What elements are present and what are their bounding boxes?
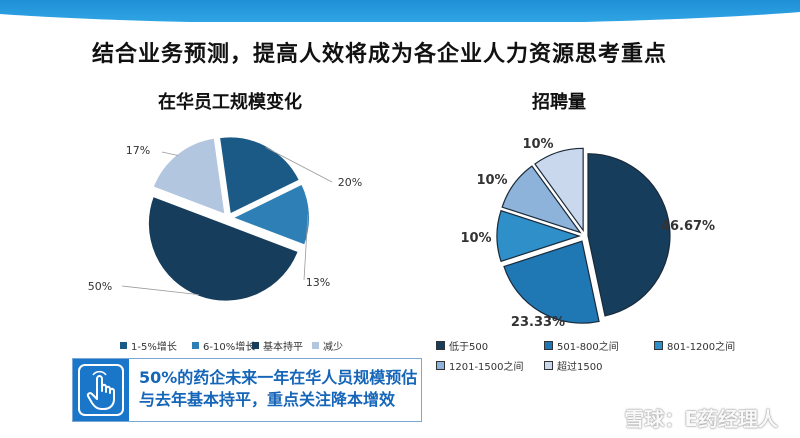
chart1-leader-1 — [303, 214, 309, 281]
chart2-legend-swatch-2 — [654, 341, 663, 350]
chart1-legend-swatch-3 — [312, 342, 319, 349]
chart1-pie: 20% 13% 50% 17% — [88, 135, 362, 303]
chart2-legend-label-3: 1201-1500之间 — [449, 362, 524, 373]
chart1-legend-swatch-0 — [120, 342, 127, 349]
chart1-label-0: 20% — [338, 176, 362, 189]
chart1-legend-item-3: 减少 — [312, 338, 343, 353]
chart2-legend-label-2: 801-1200之间 — [667, 342, 736, 353]
chart2-slice-3 — [501, 165, 582, 234]
chart2-legend-swatch-4 — [544, 361, 553, 370]
chart1-slice-0 — [217, 135, 302, 216]
callout-line-1: 50%的药企未来一年在华人员规模预估 — [139, 368, 418, 387]
chart1-leader-3 — [161, 151, 179, 156]
chart1-legend-swatch-2 — [252, 342, 259, 349]
chart2-slice-0 — [587, 153, 671, 317]
chart1-legend-label-0: 1-5%增长 — [131, 342, 177, 353]
chart1-label-2: 50% — [88, 280, 112, 293]
chart2-pie: 46.67% 23.33% 10% 10% 10% — [460, 137, 715, 330]
chart2-label-1: 23.33% — [511, 315, 565, 330]
top-banner-curve — [0, 12, 800, 32]
chart2-legend-item-2: 801-1200之间 — [654, 338, 735, 353]
page-title: 结合业务预测，提高人效将成为各企业人力资源思考重点 — [92, 42, 668, 67]
chart1-leader-0 — [265, 147, 333, 183]
chart1-legend-label-3: 减少 — [323, 342, 343, 353]
chart1-slice-1 — [229, 182, 311, 247]
chart2-title: 招聘量 — [532, 92, 586, 113]
chart2-slice-1 — [503, 240, 600, 324]
chart1-label-1: 13% — [306, 276, 330, 289]
callout-box: 50%的药企未来一年在华人员规模预估 与去年基本持平，重点关注降本增效 — [72, 358, 422, 422]
chart1-legend-label-1: 6-10%增长 — [203, 342, 256, 353]
chart2-label-2: 10% — [460, 231, 491, 246]
hand-pointer-icon — [73, 359, 129, 421]
chart2-label-3: 10% — [476, 173, 507, 188]
chart1-leader-2 — [121, 285, 199, 296]
chart1-legend-item-0: 1-5%增长 — [120, 338, 177, 353]
chart2-legend-item-3: 1201-1500之间 — [436, 358, 524, 373]
chart2-legend-swatch-0 — [436, 341, 445, 350]
chart2-legend-item-4: 超过1500 — [544, 358, 602, 373]
chart2-legend: 低于500 501-800之间 801-1200之间 1201-1500之间 超过150… — [436, 338, 776, 373]
chart2-legend-swatch-1 — [544, 341, 553, 350]
chart2-legend-swatch-3 — [436, 361, 445, 370]
top-banner — [0, 0, 800, 22]
chart2-legend-item-1: 501-800之间 — [544, 338, 619, 353]
chart2-legend-label-4: 超过1500 — [557, 362, 603, 373]
watermark: 雪球：E药经理人 — [624, 407, 778, 431]
chart1-slice-3 — [151, 136, 227, 217]
chart2-label-0: 46.67% — [661, 219, 715, 234]
chart1-legend-item-2: 基本持平 — [252, 338, 303, 353]
chart2-slice-4 — [534, 147, 584, 233]
chart2-label-4: 10% — [522, 137, 553, 152]
chart2-slice-2 — [496, 209, 581, 263]
chart2-legend-item-0: 低于500 — [436, 338, 488, 353]
chart2-legend-label-0: 低于500 — [449, 342, 489, 353]
callout-line-2: 与去年基本持平，重点关注降本增效 — [139, 390, 396, 409]
chart1-slice-2 — [146, 194, 301, 303]
chart2-legend-label-1: 501-800之间 — [557, 342, 619, 353]
chart1-legend-swatch-1 — [192, 342, 199, 349]
chart1-title: 在华员工规模变化 — [158, 92, 302, 113]
chart1-legend-label-2: 基本持平 — [263, 342, 303, 353]
chart1-legend: 1-5%增长 6-10%增长 基本持平 减少 — [120, 338, 400, 353]
chart1-legend-item-1: 6-10%增长 — [192, 338, 255, 353]
chart1-label-3: 17% — [126, 144, 150, 157]
